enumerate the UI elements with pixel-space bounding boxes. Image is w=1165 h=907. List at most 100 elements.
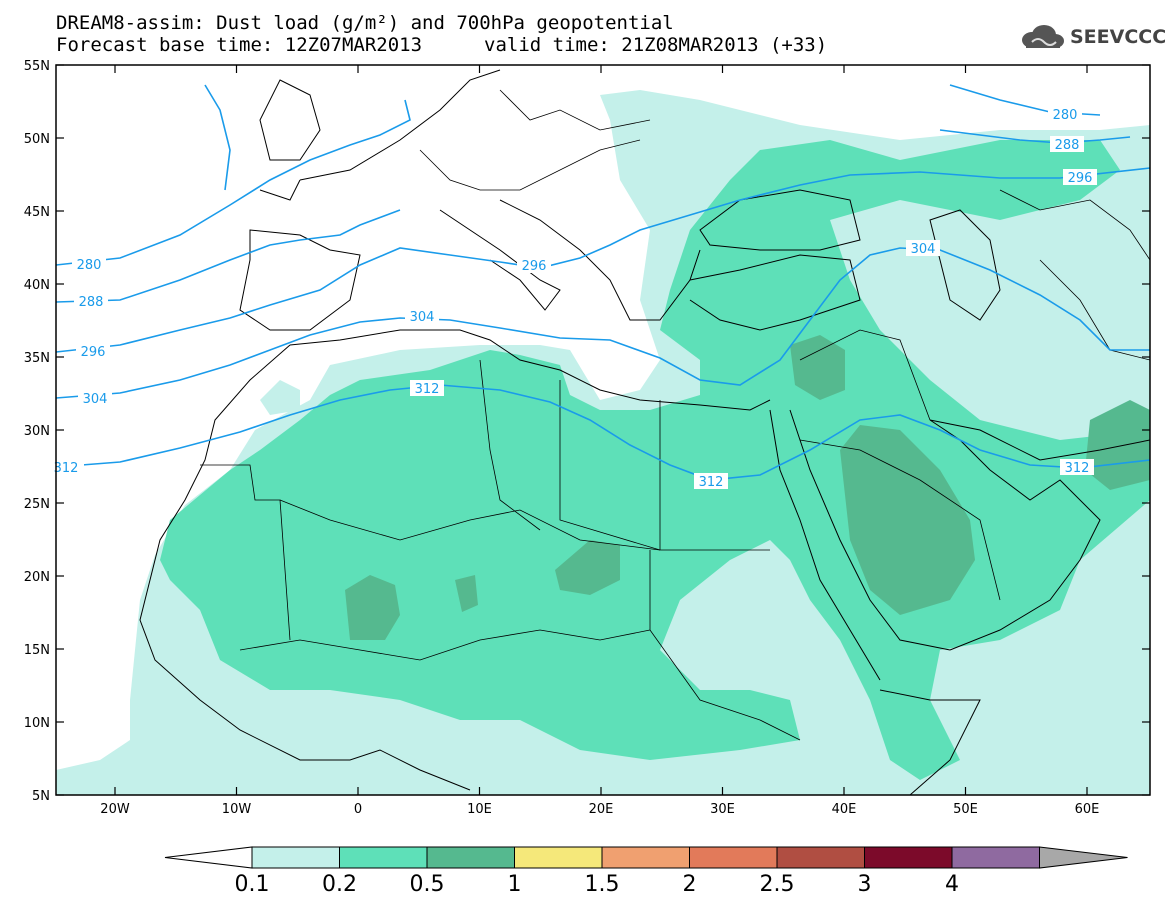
colorbar-segment [339,846,428,869]
colorbar-segment [776,846,865,869]
dust-shading [56,90,1150,795]
contour-labels: 280 288 296 304 312 280 288 296 304 312 … [50,106,1097,490]
coast-red-sea-west [769,409,881,681]
colorbar [164,846,1128,869]
contour-288-east [939,129,1131,144]
contour-label-288-west: 288 [79,295,104,310]
border-sudan [649,550,801,741]
lon-labels: 20W 10W 0 10E 20E 30E 40E 50E 60E [100,802,1099,817]
lat-label: 15N [24,643,50,658]
dust-area-dark-levant [790,335,845,400]
contour-312-west [56,384,1150,481]
contour-label-304-west: 304 [83,392,108,407]
colorbar-under-arrow [164,846,253,869]
lat-label: 20N [24,570,50,585]
coast-arabia-east [929,419,1101,651]
lat-label: 10N [24,716,50,731]
coast-europe-bay [259,179,301,201]
cloud-icon [1022,25,1064,48]
colorbar-label: 0.5 [409,872,445,897]
lon-label: 50E [953,802,978,817]
colorbar-label: 0.1 [234,872,270,897]
geopotential-contours [56,84,1150,481]
border-sahara-1 [279,499,661,551]
contour-label-312-west: 312 [54,461,79,476]
colorbar-segment [426,846,515,869]
border-europe-2 [499,89,651,131]
colorbar-label: 1 [507,872,522,897]
contour-label-296-east: 296 [1068,171,1093,186]
colorbar-segment [864,846,953,869]
border-saudi [799,439,1001,601]
lat-label: 40N [24,278,50,293]
lon-label: 30E [710,802,735,817]
dust-area-dark-arabia [840,425,975,615]
coast-balkans-greece [499,199,701,321]
contour-label-280-east: 280 [1053,108,1078,123]
contour-label-304-center: 304 [410,310,435,325]
coast-uk [259,79,321,161]
border-iran-afghan [1039,259,1150,361]
border-libya [559,380,661,551]
lon-label: 0 [354,802,362,817]
contour-label-312-east: 312 [1065,461,1090,476]
lat-label: 45N [24,205,50,220]
dust-area-light-west [260,380,300,415]
colorbar-label: 4 [945,872,959,897]
colorbar-label: 0.2 [322,872,357,897]
coast-iberia [239,229,361,331]
colorbar-label: 1.5 [584,872,620,897]
border-mauritania [200,464,291,641]
forecast-base-time: Forecast base time: 12Z07MAR2013 [56,34,423,56]
contour-296-west [56,167,1150,353]
contour-280-west [56,99,411,266]
coast-caspian [929,209,1001,321]
lat-label: 25N [24,497,50,512]
contour-label-312-egypt: 312 [699,475,724,490]
seevccc-logo: SEEVCCC [1018,24,1165,50]
contour-280-west-b [204,84,231,191]
dust-area-medium [160,140,1150,780]
lon-label: 10E [467,802,492,817]
colorbar-segment [689,846,778,869]
logo-text: SEEVCCC [1070,26,1165,48]
contour-label-312-center: 312 [415,382,440,397]
colorbar-segment [601,846,690,869]
coast-north-africa [289,329,771,411]
coast-horn-africa [879,689,981,795]
border-sahel [239,629,651,661]
border-iraq [799,329,931,421]
coast-turkey [689,254,861,331]
lat-label: 50N [24,132,50,147]
dust-area-dark-mali [455,575,478,612]
axis-ticks [56,64,1150,796]
contour-label-296-west: 296 [81,345,106,360]
contour-label-296-center: 296 [522,259,547,274]
dust-area-dark-iran [1085,400,1150,490]
contour-288-west [56,209,401,303]
contour-label-304-east: 304 [911,242,936,257]
lat-label: 30N [24,424,50,439]
border-sahara-2 [479,359,541,531]
coast-red-sea-east [789,409,951,651]
chart-title: DREAM8-assim: Dust load (g/m²) and 700hP… [56,12,674,34]
lon-label: 40E [832,802,857,817]
border-central-asia [999,189,1150,261]
coast-italy [439,209,561,311]
lon-label: 60E [1075,802,1100,817]
dust-area-dark-chad [555,540,620,595]
lon-label: 10W [222,802,252,817]
coast-black-sea [699,189,861,251]
lat-label: 55N [24,59,50,74]
lon-label: 20W [100,802,130,817]
coast-europe-north [299,69,501,181]
colorbar-label: 3 [857,872,872,897]
coast-iran [929,419,1150,461]
lon-label: 20E [589,802,614,817]
border-europe-1 [419,139,641,191]
dust-area-dark-sahel [345,575,400,640]
colorbar-label: 2 [682,872,697,897]
colorbar-segment [251,846,340,869]
valid-time: valid time: 21Z08MAR2013 (+33) [484,34,828,56]
